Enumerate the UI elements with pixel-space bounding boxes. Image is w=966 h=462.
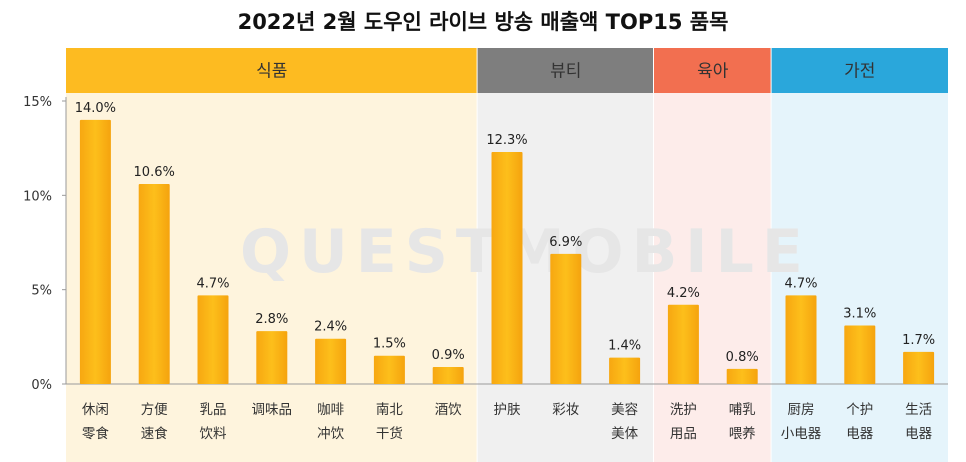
x-tick-label: 干货 [376,425,403,442]
bar [138,184,170,384]
x-tick-label: 哺乳 [729,402,756,418]
x-tick-label: 美容 [611,401,638,418]
y-tick-label: 15% [23,95,52,110]
x-tick-label: 饮料 [200,426,227,442]
bar [726,368,758,384]
group-header [654,48,772,93]
x-tick-label: 冲饮 [317,426,344,442]
x-tick-label: 休闲 [82,402,109,418]
data-label: 1.7% [902,333,935,348]
bar [197,295,229,384]
group-header-label: 뷰티 [550,62,581,82]
x-tick-label: 彩妆 [552,402,579,418]
group-background [771,93,948,462]
x-tick-label: 用品 [670,426,697,442]
x-tick-label: 厨房 [788,402,815,418]
bar [373,355,405,384]
x-tick-label: 护肤 [494,402,522,418]
bar [844,325,876,384]
data-label: 2.4% [314,320,347,335]
x-tick-label: 小电器 [781,426,822,442]
group-header-label: 식품 [256,62,287,82]
x-tick-label: 电器 [905,426,933,442]
data-label: 6.9% [549,235,582,250]
bar [785,295,817,384]
data-label: 14.0% [75,101,116,116]
bar [609,357,641,384]
data-label: 12.3% [486,133,527,148]
group-header-label: 가전 [844,62,875,82]
x-tick-label: 南北 [376,402,403,418]
group-header [771,48,948,93]
chart-title: 2022년 2월 도우인 라이브 방송 매출액 TOP15 품목 [238,10,729,34]
bar [491,151,523,384]
data-label: 2.8% [255,312,288,327]
x-tick-label: 方便 [141,402,168,418]
data-label: 3.1% [843,307,876,322]
bar [432,367,464,384]
data-label: 1.4% [608,339,641,354]
data-label: 1.5% [373,337,406,352]
bar [256,331,288,384]
bar [550,253,582,384]
data-label: 0.8% [726,350,759,365]
group-header [477,48,654,93]
data-label: 10.6% [134,165,175,180]
x-tick-label: 生活 [905,402,932,418]
bar [667,304,699,384]
y-tick-label: 0% [31,378,52,393]
data-label: 4.2% [667,286,700,301]
x-tick-label: 酒饮 [435,402,462,418]
x-tick-label: 洗护 [670,402,697,418]
x-tick-label: 零食 [82,425,109,442]
data-label: 0.9% [432,348,465,363]
group-background [654,93,772,462]
group-header [66,48,478,93]
x-tick-label: 个护 [846,402,873,418]
data-label: 4.7% [784,276,817,291]
x-tick-label: 调味品 [252,402,293,418]
bar [79,119,111,384]
data-label: 4.7% [196,276,229,291]
bar [903,351,935,384]
watermark: QUESTMOBILE [240,217,811,287]
x-tick-label: 速食 [141,425,168,442]
x-tick-label: 咖啡 [317,402,344,418]
x-tick-label: 乳品 [200,402,227,418]
x-tick-label: 喂养 [729,426,756,442]
x-tick-label: 美体 [611,426,639,442]
y-tick-label: 10% [23,189,52,204]
group-header-label: 육아 [697,62,729,82]
x-tick-label: 电器 [846,426,873,442]
y-tick-label: 5% [31,284,52,299]
bar [315,338,347,384]
group-background [66,93,478,462]
